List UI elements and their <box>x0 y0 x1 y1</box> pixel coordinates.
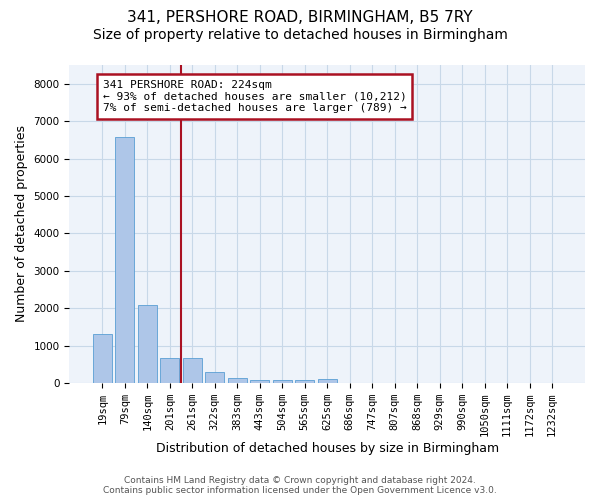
Bar <box>115 137 134 383</box>
Text: Size of property relative to detached houses in Birmingham: Size of property relative to detached ho… <box>92 28 508 42</box>
X-axis label: Distribution of detached houses by size in Birmingham: Distribution of detached houses by size … <box>155 442 499 455</box>
Bar <box>272 380 292 383</box>
Bar <box>183 358 202 383</box>
Bar <box>250 380 269 383</box>
Text: 341 PERSHORE ROAD: 224sqm
← 93% of detached houses are smaller (10,212)
7% of se: 341 PERSHORE ROAD: 224sqm ← 93% of detac… <box>103 80 407 113</box>
Bar <box>228 378 247 383</box>
Bar <box>295 380 314 383</box>
Bar <box>205 372 224 383</box>
Text: Contains HM Land Registry data © Crown copyright and database right 2024.
Contai: Contains HM Land Registry data © Crown c… <box>103 476 497 495</box>
Text: 341, PERSHORE ROAD, BIRMINGHAM, B5 7RY: 341, PERSHORE ROAD, BIRMINGHAM, B5 7RY <box>127 10 473 25</box>
Bar <box>160 358 179 383</box>
Bar <box>317 379 337 383</box>
Bar <box>138 305 157 383</box>
Y-axis label: Number of detached properties: Number of detached properties <box>15 126 28 322</box>
Bar <box>93 334 112 383</box>
